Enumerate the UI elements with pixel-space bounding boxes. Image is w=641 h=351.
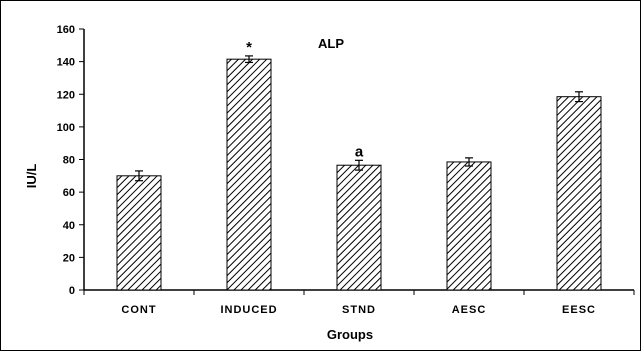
y-tick-label: 60 [63,187,75,199]
y-tick-label: 80 [63,155,75,167]
y-tick-label: 20 [63,252,75,264]
x-tick-label-induced: INDUCED [220,304,277,316]
bar-cont [116,175,162,291]
y-tick-label: 140 [57,57,75,69]
annotation-induced: * [246,39,252,56]
y-axis-title: IU/L [24,164,39,189]
bars [116,55,602,291]
bar-stnd [336,164,382,291]
x-tick-label-stnd: STND [342,304,376,316]
y-tick-label: 120 [57,89,75,101]
y-tick-label: 160 [57,24,75,36]
x-tick-label-aesc: AESC [452,304,487,316]
y-tick-label: 100 [57,122,75,134]
bar-induced [226,58,272,291]
y-tick-label: 0 [69,285,75,297]
y-tick-label: 40 [63,220,75,232]
bar-eesc [556,96,602,291]
annotation-stnd: a [355,143,364,160]
chart-title: ALP [318,36,344,51]
x-tick-label-eesc: EESC [562,304,596,316]
labels: 0 20 40 60 80 100 120 140 160 CONT INDUCED * STND a AE… [57,24,596,316]
x-axis-title: Groups [327,327,373,342]
bar-aesc [446,161,492,291]
x-tick-label-cont: CONT [121,304,156,316]
